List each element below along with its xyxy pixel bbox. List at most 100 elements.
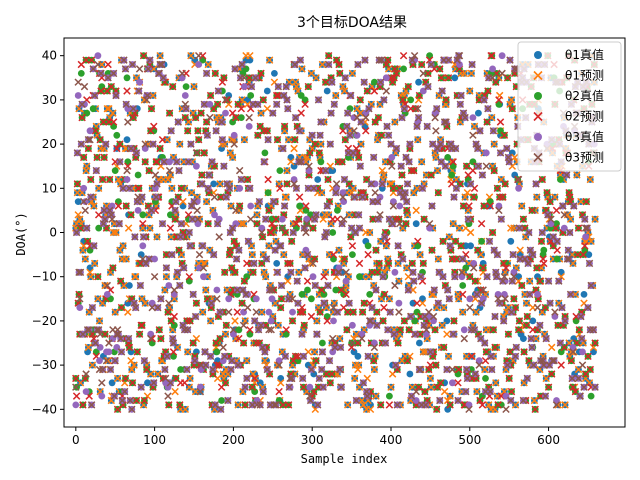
point xyxy=(117,348,126,356)
point xyxy=(364,242,372,250)
point xyxy=(291,60,299,69)
point xyxy=(203,131,212,139)
point xyxy=(264,135,272,144)
point xyxy=(368,268,376,277)
point xyxy=(85,326,93,334)
point xyxy=(414,383,423,391)
point xyxy=(272,401,280,409)
point xyxy=(486,202,495,210)
point xyxy=(206,100,214,108)
point xyxy=(135,184,143,193)
point xyxy=(161,365,169,374)
point xyxy=(139,233,148,241)
point xyxy=(551,308,559,316)
point xyxy=(186,317,194,325)
point xyxy=(295,127,304,135)
point xyxy=(123,166,131,175)
point xyxy=(153,180,161,188)
point xyxy=(502,405,510,414)
point xyxy=(165,282,173,289)
point xyxy=(98,379,106,387)
point xyxy=(290,180,298,188)
point xyxy=(510,65,519,73)
point xyxy=(146,334,155,343)
legend-box xyxy=(517,41,622,172)
point xyxy=(198,242,207,250)
point xyxy=(204,219,212,228)
point xyxy=(120,387,129,396)
point xyxy=(242,290,250,299)
point xyxy=(376,78,385,86)
point xyxy=(321,233,329,241)
point xyxy=(349,321,356,329)
legend-marker xyxy=(533,152,543,163)
point xyxy=(213,219,222,228)
point xyxy=(438,87,446,95)
point xyxy=(333,308,342,316)
point xyxy=(394,339,402,347)
point xyxy=(407,166,416,175)
point xyxy=(431,113,439,122)
point xyxy=(478,401,487,409)
point xyxy=(247,82,256,91)
point xyxy=(226,246,235,254)
point xyxy=(98,392,106,400)
point xyxy=(325,356,334,365)
point xyxy=(343,109,352,117)
point xyxy=(106,365,115,374)
point xyxy=(581,224,590,232)
point xyxy=(176,281,184,290)
point xyxy=(375,56,383,64)
y-tick-label: 0 xyxy=(49,226,57,240)
point xyxy=(90,91,99,100)
point xyxy=(280,250,288,259)
point xyxy=(279,401,287,409)
point xyxy=(473,246,482,254)
point xyxy=(503,361,512,369)
x-tick-label: 100 xyxy=(143,433,166,447)
point xyxy=(228,264,236,272)
point xyxy=(80,184,88,192)
point xyxy=(210,193,219,201)
point xyxy=(314,96,323,104)
point xyxy=(218,397,226,404)
point xyxy=(440,118,449,126)
point xyxy=(260,127,268,135)
point xyxy=(437,74,446,82)
point xyxy=(144,65,153,73)
point xyxy=(483,118,491,126)
point xyxy=(239,339,248,347)
point xyxy=(316,308,324,316)
point xyxy=(443,330,451,338)
point xyxy=(565,255,573,263)
point xyxy=(332,56,341,64)
point xyxy=(237,175,246,184)
point xyxy=(462,387,470,396)
point xyxy=(569,348,577,356)
point xyxy=(395,299,403,307)
point xyxy=(347,91,355,100)
point xyxy=(265,56,274,64)
point xyxy=(287,158,295,166)
point xyxy=(335,246,343,254)
point xyxy=(103,104,112,113)
point xyxy=(144,379,151,387)
point xyxy=(470,326,479,334)
point xyxy=(366,405,375,414)
point xyxy=(166,379,175,387)
point xyxy=(512,343,521,352)
point xyxy=(520,348,528,356)
point xyxy=(462,162,471,170)
point xyxy=(313,317,321,325)
point xyxy=(72,374,80,383)
point xyxy=(463,188,472,197)
point xyxy=(427,60,435,69)
point xyxy=(297,92,305,99)
point xyxy=(302,228,310,237)
point xyxy=(98,365,107,374)
point xyxy=(391,118,399,126)
point xyxy=(506,348,514,356)
point xyxy=(531,405,539,414)
point xyxy=(317,158,325,166)
point xyxy=(223,96,231,104)
